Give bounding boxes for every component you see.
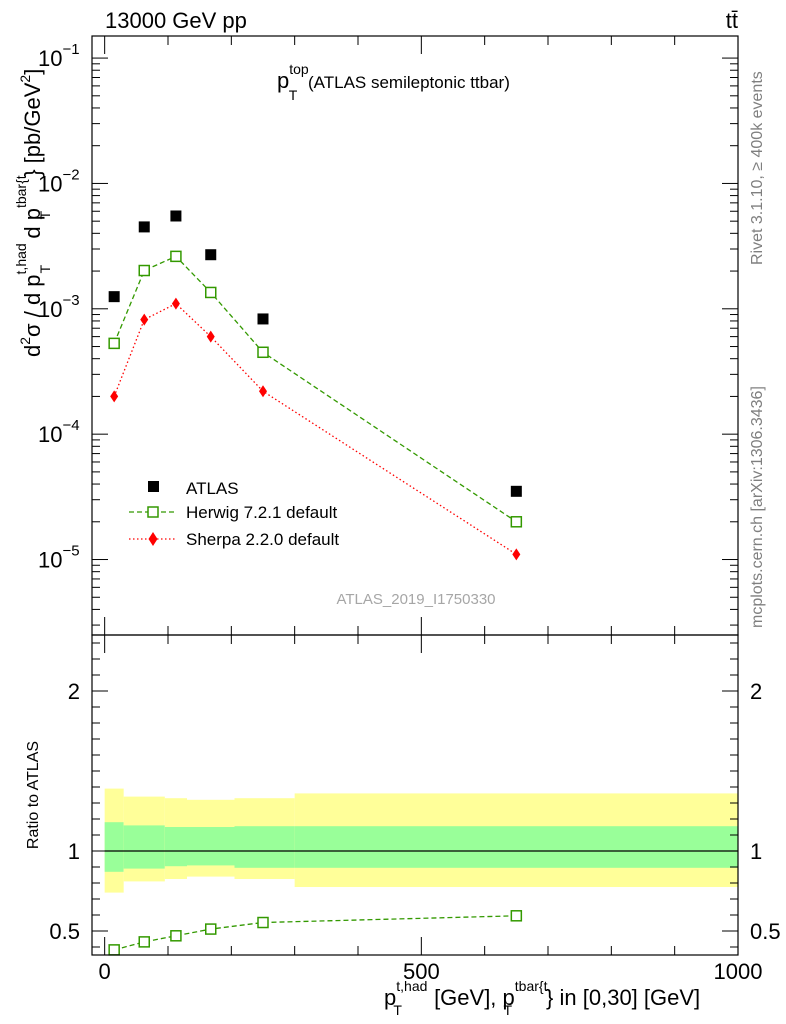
ratio-x-tick-label: 500	[403, 959, 440, 984]
herwig-point	[205, 286, 217, 299]
herwig-point	[257, 346, 269, 359]
main-y-tick-base: 10	[38, 297, 62, 322]
ratio-y-tick-label: 0.5	[49, 919, 80, 944]
sherpa-point	[206, 330, 215, 343]
sherpa-point	[259, 385, 267, 398]
ratio-x-ticks: 0 500 1000	[99, 635, 763, 984]
title-rest: (ATLAS semileptonic ttbar)	[303, 73, 510, 92]
herwig-ratio-point	[138, 936, 150, 948]
sherpa-point	[140, 313, 149, 326]
atlas-point	[257, 313, 269, 325]
main-y-tick-base: 10	[38, 548, 62, 573]
herwig-point	[170, 250, 182, 263]
title-main: p	[277, 68, 289, 93]
legend: ATLAS Herwig 7.2.1 default Sherpa 2.2.0 …	[129, 479, 339, 549]
main-y-tick-base: 10	[38, 422, 62, 447]
energy-label: 13000 GeV pp	[105, 8, 247, 33]
legend-marker-sherpa	[148, 532, 158, 546]
sherpa-point	[171, 297, 180, 310]
ratio-ylabel: Ratio to ATLAS	[25, 741, 42, 849]
plot-title: ptop T (ATLAS semileptonic ttbar)	[277, 61, 510, 103]
main-y-ticks: 10−510−410−310−210−1	[38, 41, 738, 626]
herwig-ratio-point	[205, 923, 217, 935]
site-label: mcplots.cern.ch [arXiv:1306.3436]	[749, 386, 766, 628]
process-label: tt̄	[726, 8, 738, 33]
ratio-y-tick-label-right: 1	[750, 839, 762, 864]
main-y-tick-label: 10−5	[38, 543, 80, 573]
herwig-ratio-point	[108, 944, 120, 956]
main-y-tick-base: 10	[38, 46, 62, 71]
ratio-panel: 0.5 0.5 1 1 2 2 0 500 1000 Ratio to ATLAS pt,ha…	[25, 634, 781, 1018]
ratio-x-tick-label: 0	[99, 959, 111, 984]
ratio-y-tick-label-right: 2	[750, 679, 762, 704]
ratio-xlabel: pt,had T [GeV], ptbar{t T} in [0,30] [GeV]	[384, 978, 700, 1018]
main-y-tick-exp: −1	[62, 41, 79, 58]
analysis-id: ATLAS_2019_I1750330	[336, 591, 495, 608]
herwig-line	[113, 255, 517, 523]
inner-band	[234, 826, 295, 868]
herwig-ratio-point	[257, 916, 269, 929]
atlas-point	[170, 210, 182, 222]
inner-band	[104, 822, 124, 872]
ratio-y-tick-label: 1	[68, 839, 80, 864]
main-y-tick-label: 10−4	[38, 417, 80, 447]
herwig-point	[138, 264, 150, 277]
ratio-x-tick-label: 1000	[714, 959, 763, 984]
ratio-y-tick-label: 2	[68, 679, 80, 704]
atlas-point	[138, 221, 150, 233]
ratio-y-tick-label-right: 0.5	[750, 919, 781, 944]
sherpa-line	[113, 302, 517, 555]
legend-marker-herwig	[147, 506, 159, 518]
inner-band	[187, 827, 235, 866]
main-y-tick-label: 10−1	[38, 41, 80, 71]
herwig-point	[108, 337, 120, 350]
main-series	[108, 210, 523, 561]
sherpa-point	[512, 548, 521, 561]
legend-label-sherpa: Sherpa 2.2.0 default	[186, 530, 339, 549]
legend-marker-atlas	[148, 481, 159, 492]
atlas-point	[205, 249, 217, 261]
main-y-tick-base: 10	[38, 171, 62, 196]
title-sub: T	[289, 87, 298, 103]
title-sup: top	[289, 61, 309, 77]
main-y-tick-exp: −2	[62, 166, 79, 183]
main-panel: 10−510−410−310−210−1 ptop T (ATLAS semile…	[13, 35, 739, 636]
ratio-series	[108, 910, 523, 956]
inner-band	[164, 827, 187, 867]
herwig-ratio-point	[510, 910, 523, 922]
atlas-point	[108, 291, 120, 303]
inner-band	[294, 826, 738, 868]
inner-band	[123, 825, 165, 869]
sherpa-point	[110, 390, 119, 403]
main-y-tick-exp: −3	[62, 292, 79, 309]
rivet-label: Rivet 3.1.10, ≥ 400k events	[749, 71, 766, 265]
main-x-ticks	[104, 36, 739, 635]
atlas-point	[510, 485, 522, 497]
legend-label-herwig: Herwig 7.2.1 default	[186, 503, 337, 522]
ratio-frame	[91, 634, 739, 956]
main-y-tick-label: 10−3	[38, 292, 80, 322]
legend-label-atlas: ATLAS	[186, 479, 239, 498]
main-y-tick-label: 10−2	[38, 166, 80, 196]
herwig-point	[510, 516, 523, 528]
main-y-tick-exp: −5	[62, 543, 79, 560]
herwig-ratio-point	[170, 930, 182, 942]
main-ylabel: d2σ / d pt,had T d ptbar{tT} [pb/GeV2]	[13, 69, 53, 357]
ratio-bands	[104, 788, 738, 893]
ratio-y-ticks: 0.5 0.5 1 1 2 2	[49, 642, 781, 948]
main-y-tick-exp: −4	[62, 417, 79, 434]
